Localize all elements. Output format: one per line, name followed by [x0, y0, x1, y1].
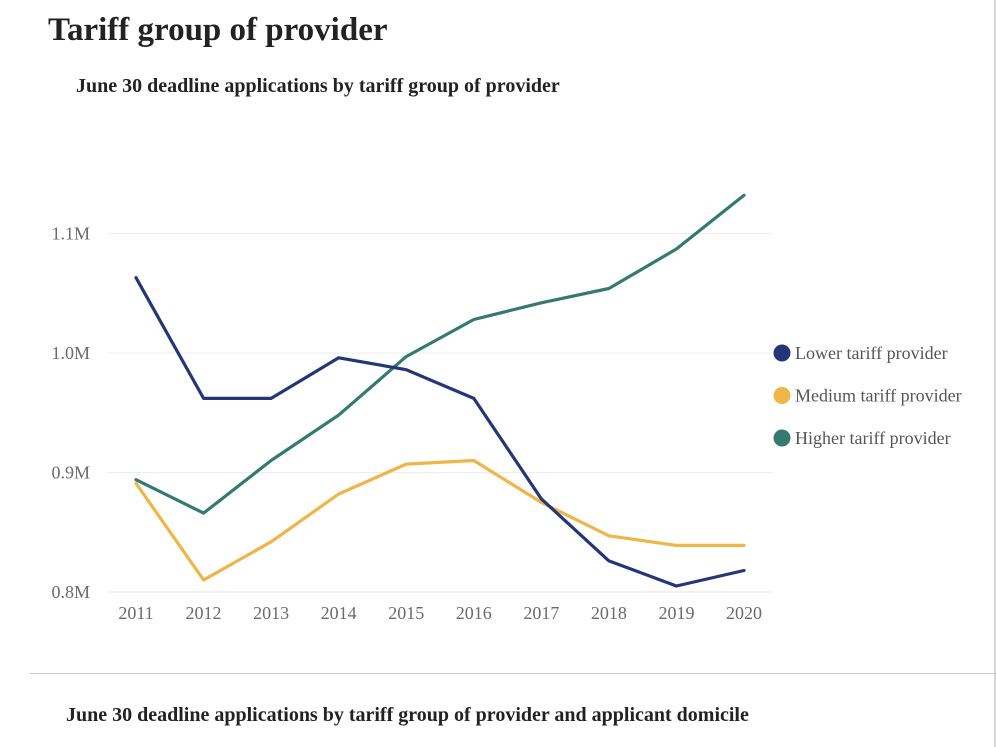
y-tick-label: 1.0M: [51, 343, 90, 363]
x-tick-label: 2012: [186, 603, 222, 623]
x-tick-label: 2015: [388, 603, 424, 623]
series-line: [134, 458, 746, 582]
legend-item: Medium tariff provider: [773, 386, 962, 406]
y-tick-label: 0.9M: [51, 463, 90, 483]
x-tick-label: 2020: [726, 603, 762, 623]
legend-swatch: [773, 344, 791, 362]
legend: Lower tariff provider Medium tariff provi…: [773, 343, 962, 448]
legend-item: Higher tariff provider: [773, 428, 951, 448]
legend-item: Lower tariff provider: [773, 343, 948, 363]
x-tick-label: 2014: [321, 603, 357, 623]
x-tick-label: 2013: [253, 603, 289, 623]
legend-label: Higher tariff provider: [795, 428, 951, 448]
x-tick-label: 2019: [658, 603, 694, 623]
page-title: Tariff group of provider: [48, 12, 388, 48]
x-tick-label: 2011: [118, 603, 153, 623]
legend-swatch: [773, 387, 791, 404]
x-tick-label: 2018: [591, 603, 627, 623]
legend-label: Medium tariff provider: [795, 386, 962, 406]
series-line: [134, 276, 746, 588]
legend-label: Lower tariff provider: [795, 343, 948, 363]
next-chart-title: June 30 deadline applications by tariff …: [66, 704, 749, 726]
series-line: [134, 193, 746, 515]
page-right-border: [994, 0, 996, 747]
x-tick-label: 2017: [523, 603, 559, 623]
x-tick-label: 2016: [456, 603, 492, 623]
y-axis-tick-labels: 0.8M 0.9M 1.0M 1.1M: [51, 224, 90, 603]
y-tick-label: 0.8M: [51, 582, 90, 602]
grid-lines: [108, 233, 772, 593]
section-divider: [30, 673, 996, 674]
series-lines: [134, 193, 746, 588]
line-chart: 0.8M0.9M1.0M1.1M 2011 2012 2013 2014 2015 201…: [51, 193, 962, 623]
chart-title: June 30 deadline applications by tariff …: [76, 75, 560, 97]
legend-swatch: [773, 429, 791, 447]
x-axis-tick-labels: 2011 2012 2013 2014 2015 2016 2017 2018 2019 2020: [118, 603, 762, 623]
y-tick-label: 1.1M: [51, 224, 90, 244]
